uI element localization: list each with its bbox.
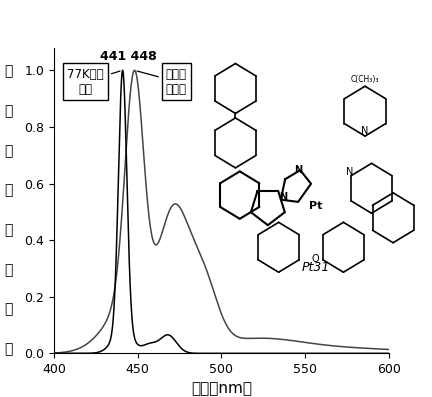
X-axis label: 波长（nm）: 波长（nm） xyxy=(191,382,252,397)
Text: N: N xyxy=(294,165,302,175)
Text: 441 448: 441 448 xyxy=(100,50,157,63)
Text: N: N xyxy=(361,126,369,136)
Text: 室温发
射光谱: 室温发 射光谱 xyxy=(137,67,187,96)
Text: 化: 化 xyxy=(4,144,13,158)
Text: Pt: Pt xyxy=(309,201,322,212)
Text: 77K发射
光谱: 77K发射 光谱 xyxy=(67,67,120,96)
Text: C(CH₃)₃: C(CH₃)₃ xyxy=(351,75,379,84)
Text: Pt31: Pt31 xyxy=(301,262,330,274)
Text: O: O xyxy=(311,254,319,264)
Text: 发: 发 xyxy=(4,223,13,237)
Text: N: N xyxy=(279,193,287,202)
Text: N: N xyxy=(346,168,354,177)
Text: 一: 一 xyxy=(4,104,13,118)
Text: 光: 光 xyxy=(4,263,13,277)
Text: 强: 强 xyxy=(4,303,13,317)
Text: 度: 度 xyxy=(4,342,13,357)
Text: 的: 的 xyxy=(4,183,13,198)
Text: 归: 归 xyxy=(4,64,13,79)
